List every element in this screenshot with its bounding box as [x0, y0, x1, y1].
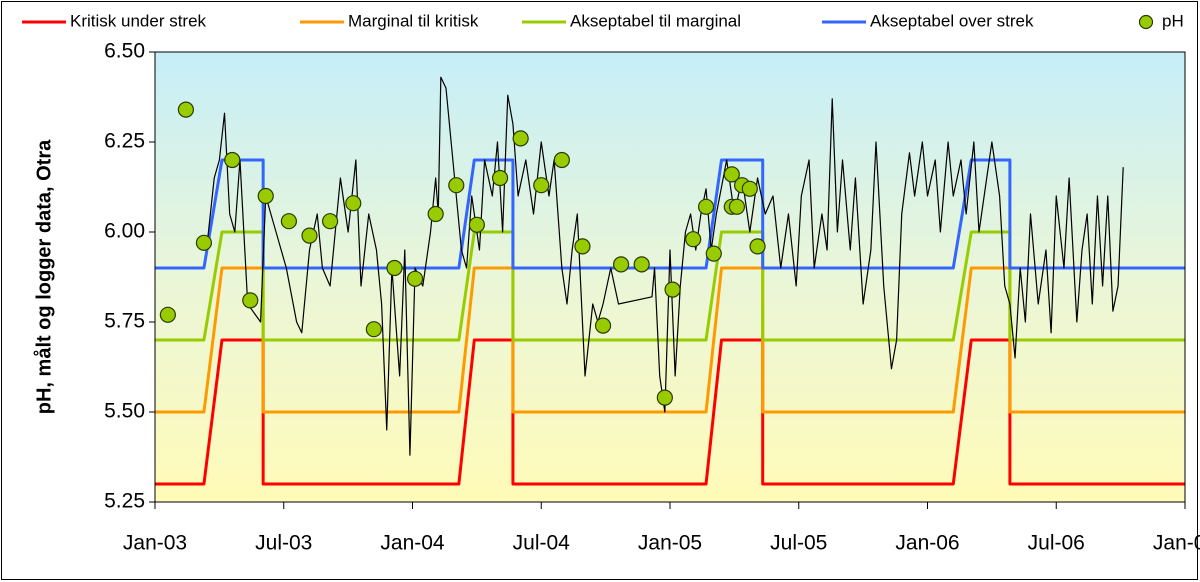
ph-point	[594, 317, 612, 334]
ph-point	[159, 306, 176, 323]
threshold-line	[155, 266, 1185, 414]
y-tick-label: 6.50	[104, 40, 145, 63]
ph-point	[723, 166, 740, 183]
x-tick-label: Jan-06	[895, 532, 959, 555]
legend-marker	[1138, 14, 1154, 30]
ph-point	[741, 180, 758, 197]
ph-point	[553, 151, 570, 169]
x-tick-label: Jan-07	[1153, 532, 1200, 555]
legend-label: Kritisk under strek	[70, 11, 207, 30]
x-tick-label: Jan-04	[380, 532, 445, 555]
threshold-line	[155, 338, 1185, 486]
ph-point	[633, 256, 650, 273]
y-axis-title: pH, målt og logger data, Otra	[32, 139, 55, 414]
ph-point	[224, 151, 241, 169]
x-tick-label: Jul-05	[770, 532, 827, 555]
ph-point	[656, 389, 673, 406]
ph-point	[242, 292, 259, 309]
ph-point	[427, 205, 444, 223]
ph-point	[705, 245, 722, 262]
ph-point	[280, 213, 297, 230]
ph-point	[177, 101, 194, 118]
ph-point	[448, 177, 465, 194]
ph-point	[512, 130, 529, 147]
ph-point	[685, 231, 702, 248]
ph-point	[386, 259, 403, 277]
ph-point	[301, 227, 318, 244]
x-tick-label: Jan-03	[123, 532, 187, 555]
threshold-line	[155, 158, 1185, 270]
ph-point	[365, 321, 382, 338]
ph-point	[749, 238, 766, 255]
y-tick-label: 6.00	[104, 220, 145, 243]
x-tick-label: Jul-04	[513, 532, 571, 555]
x-tick-label: Jul-03	[255, 532, 312, 555]
ph-point	[491, 169, 509, 187]
ph-point	[697, 198, 715, 215]
ph-point	[257, 187, 274, 205]
ph-point	[195, 234, 213, 251]
legend-label: Akseptabel til marginal	[570, 11, 741, 30]
ph-point	[533, 177, 550, 194]
x-tick-label: Jan-05	[638, 532, 702, 555]
ph-point	[574, 238, 591, 255]
y-tick-label: 5.50	[104, 400, 145, 423]
y-tick-label: 6.25	[104, 130, 145, 153]
ph-point	[468, 216, 485, 233]
legend-label: pH	[1162, 11, 1184, 30]
legend-label: Marginal til kritisk	[348, 11, 479, 30]
y-tick-label: 5.25	[104, 490, 145, 513]
threshold-line	[155, 230, 1185, 342]
ph-point	[612, 256, 630, 273]
plot-background	[155, 52, 1185, 502]
ph-point	[345, 195, 362, 212]
ph-point	[728, 198, 746, 215]
ph-point	[664, 281, 681, 298]
ph-point	[322, 213, 339, 230]
x-tick-label: Jul-06	[1028, 532, 1085, 555]
legend-label: Akseptabel over strek	[870, 11, 1034, 30]
logger-line	[205, 76, 1124, 456]
ph-point	[406, 270, 424, 287]
y-tick-label: 5.75	[104, 310, 145, 333]
